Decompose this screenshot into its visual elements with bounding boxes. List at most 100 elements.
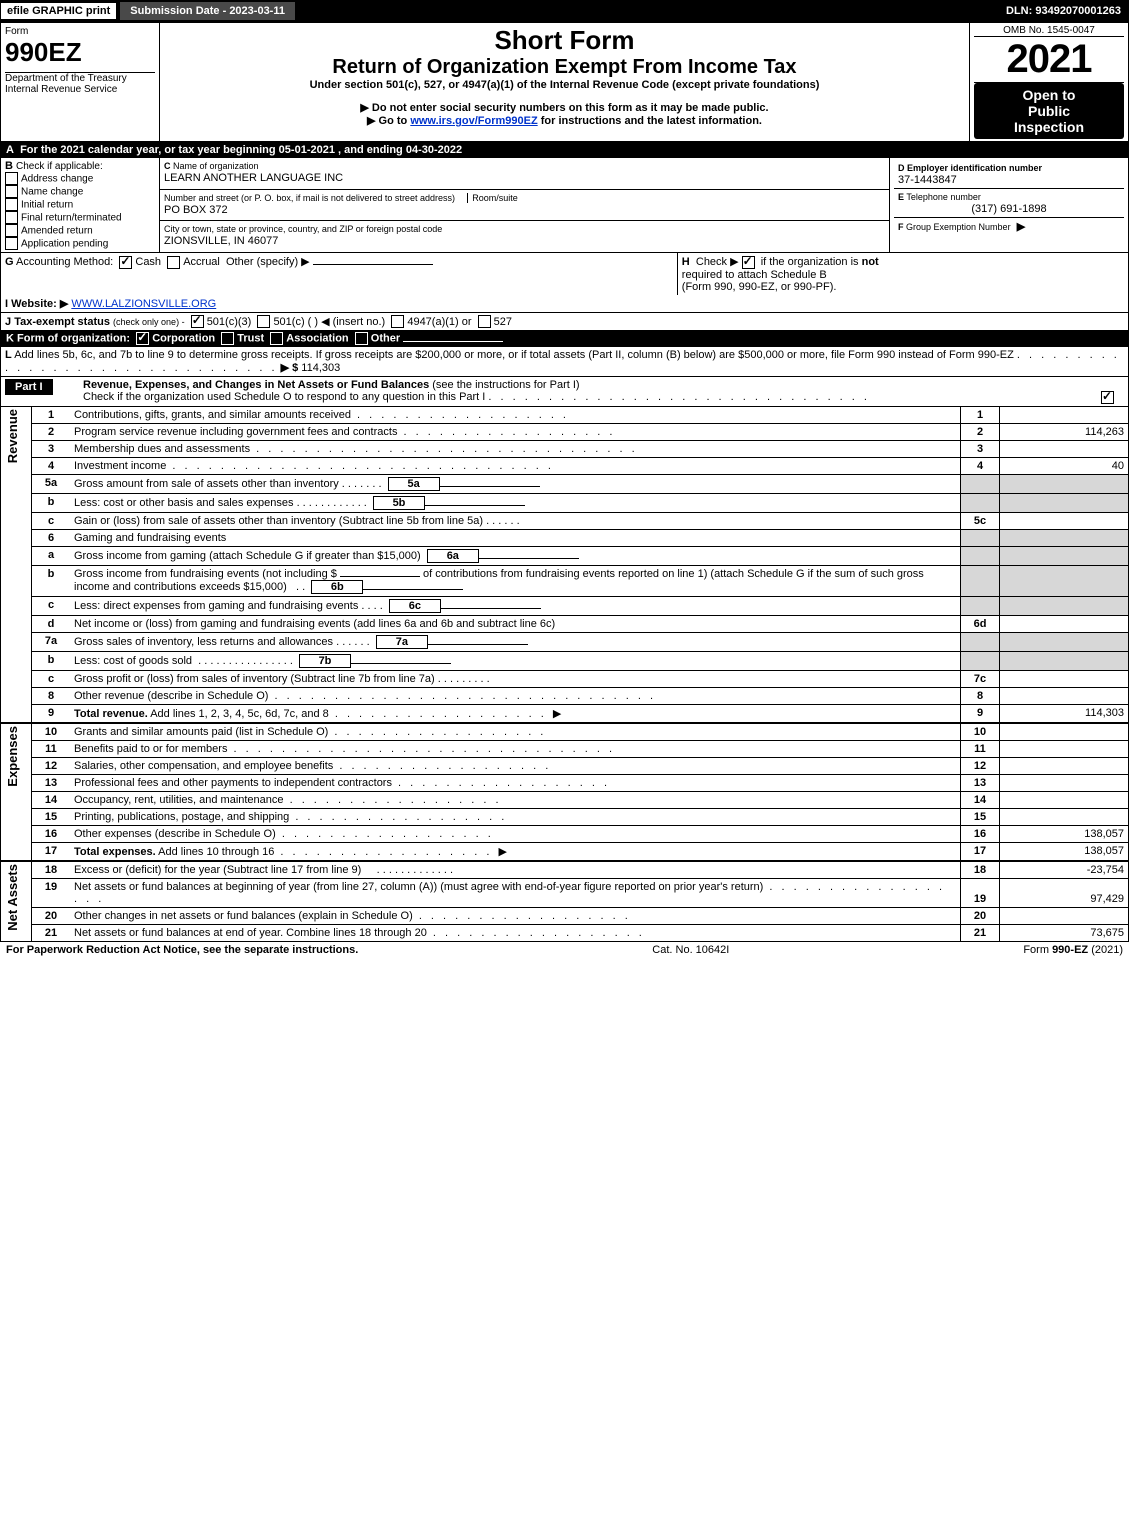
b5c: 5c	[961, 513, 1000, 530]
b7c: 7c	[961, 671, 1000, 688]
part-i-title: Revenue, Expenses, and Changes in Net As…	[83, 379, 429, 391]
k-corp: Corporation	[152, 333, 215, 345]
a20	[1000, 908, 1129, 925]
cb-address-change[interactable]	[5, 172, 18, 185]
a9: 114,303	[1000, 705, 1129, 724]
dept-line1: Department of the Treasury	[5, 73, 127, 84]
opt-pending: Application pending	[21, 238, 108, 249]
t7c: Gross profit or (loss) from sales of inv…	[74, 673, 435, 685]
b11: 11	[961, 741, 1000, 758]
b13: 13	[961, 775, 1000, 792]
cb-527[interactable]	[478, 315, 491, 328]
t5b: Less: cost or other basis and sales expe…	[74, 497, 294, 509]
a1	[1000, 407, 1129, 424]
website-link[interactable]: WWW.LALZIONSVILLE.ORG	[71, 298, 216, 310]
street: PO BOX 372	[164, 204, 228, 216]
omb: OMB No. 1545-0047	[974, 25, 1124, 37]
a17: 138,057	[1000, 843, 1129, 862]
b2: 2	[961, 424, 1000, 441]
t6b1: Gross income from fundraising events (no…	[74, 568, 337, 580]
g-other-input[interactable]	[313, 264, 433, 265]
6b-blank[interactable]	[340, 576, 420, 577]
n8: 8	[32, 688, 71, 705]
part-i-label: Part I	[5, 379, 53, 395]
cb-pending[interactable]	[5, 237, 18, 250]
t6d: Net income or (loss) from gaming and fun…	[70, 616, 961, 633]
cb-corp[interactable]	[136, 332, 149, 345]
under-section: Under section 501(c), 527, or 4947(a)(1)…	[164, 79, 965, 91]
a6d	[1000, 616, 1129, 633]
t17b: Add lines 10 through 16	[158, 846, 274, 858]
d-label: Employer identification number	[907, 163, 1042, 173]
cb-amended[interactable]	[5, 224, 18, 237]
opt-initial: Initial return	[21, 199, 73, 210]
cb-h[interactable]	[742, 256, 755, 269]
cb-accrual[interactable]	[167, 256, 180, 269]
n6b: b	[32, 566, 71, 597]
cb-name-change[interactable]	[5, 185, 18, 198]
a14	[1000, 792, 1129, 809]
cb-other[interactable]	[355, 332, 368, 345]
a5c	[1000, 513, 1129, 530]
cb-final[interactable]	[5, 211, 18, 224]
b21: 21	[961, 925, 1000, 942]
cb-assoc[interactable]	[270, 332, 283, 345]
a21: 73,675	[1000, 925, 1129, 942]
b1: 1	[961, 407, 1000, 424]
t14: Occupancy, rent, utilities, and maintena…	[74, 794, 284, 806]
b18: 18	[961, 861, 1000, 879]
t21: Net assets or fund balances at end of ye…	[74, 927, 427, 939]
cb-4947[interactable]	[391, 315, 404, 328]
b14: 14	[961, 792, 1000, 809]
ib5b: 5b	[373, 496, 425, 510]
b10: 10	[961, 723, 1000, 741]
t9: Total revenue.	[74, 708, 148, 720]
cb-cash[interactable]	[119, 256, 132, 269]
city: ZIONSVILLE, IN 46077	[164, 235, 278, 247]
n16: 16	[32, 826, 71, 843]
k-assoc: Association	[286, 333, 348, 345]
opt-final: Final return/terminated	[21, 212, 122, 223]
cb-initial[interactable]	[5, 198, 18, 211]
irs-link[interactable]: www.irs.gov/Form990EZ	[410, 115, 537, 127]
cb-501c[interactable]	[257, 315, 270, 328]
cb-trust[interactable]	[221, 332, 234, 345]
j-opt1: 501(c)(3)	[207, 316, 252, 328]
k-label: Form of organization:	[17, 333, 130, 345]
g-other: Other (specify) ▶	[226, 256, 310, 268]
a2: 114,263	[1000, 424, 1129, 441]
footer-right-post: (2021)	[1091, 944, 1123, 956]
k-other-input[interactable]	[403, 341, 503, 342]
i-label: Website: ▶	[11, 298, 68, 310]
n6d: d	[32, 616, 71, 633]
ein: 37-1443847	[898, 174, 957, 186]
t7a: Gross sales of inventory, less returns a…	[74, 636, 333, 648]
form-header: Form 990EZ Department of the Treasury In…	[0, 22, 1129, 142]
b17: 17	[961, 843, 1000, 862]
h-t3: required to attach Schedule B	[682, 269, 827, 281]
footer-mid: Cat. No. 10642I	[652, 944, 729, 956]
g-accrual: Accrual	[183, 256, 220, 268]
ib6c: 6c	[389, 599, 441, 613]
t1: Contributions, gifts, grants, and simila…	[74, 409, 351, 421]
a11	[1000, 741, 1129, 758]
a16: 138,057	[1000, 826, 1129, 843]
lines-table: Revenue 1 Contributions, gifts, grants, …	[0, 406, 1129, 942]
b20: 20	[961, 908, 1000, 925]
part-i-paren: (see the instructions for Part I)	[432, 379, 579, 391]
top-bar: efile GRAPHIC print Submission Date - 20…	[0, 0, 1129, 22]
j-opt3: 4947(a)(1) or	[407, 316, 471, 328]
b9: 9	[961, 705, 1000, 724]
a8	[1000, 688, 1129, 705]
cb-part-i[interactable]	[1101, 391, 1114, 404]
t6a: Gross income from gaming (attach Schedul…	[74, 550, 421, 562]
goto-suffix: for instructions and the latest informat…	[541, 115, 762, 127]
k-trust: Trust	[237, 333, 264, 345]
t13: Professional fees and other payments to …	[74, 777, 392, 789]
t2: Program service revenue including govern…	[74, 426, 397, 438]
f-arrow: ▶	[1017, 221, 1025, 233]
n11: 11	[32, 741, 71, 758]
short-form-title: Short Form	[164, 25, 965, 56]
cb-501c3[interactable]	[191, 315, 204, 328]
c-name-label: Name of organization	[173, 161, 259, 171]
